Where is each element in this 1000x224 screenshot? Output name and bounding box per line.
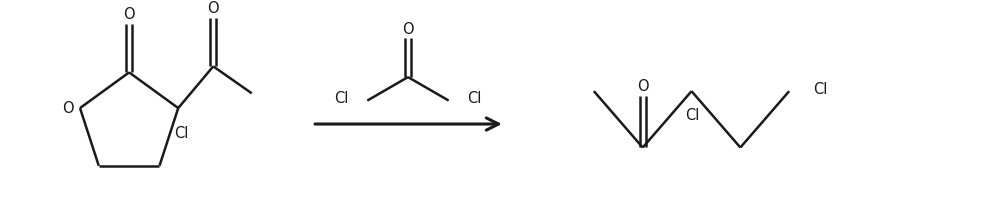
- Text: O: O: [62, 101, 74, 116]
- Text: Cl: Cl: [174, 126, 188, 141]
- Text: Cl: Cl: [685, 108, 700, 123]
- Text: O: O: [207, 1, 219, 16]
- Text: O: O: [637, 79, 649, 94]
- Text: Cl: Cl: [334, 91, 349, 106]
- Text: Cl: Cl: [467, 91, 482, 106]
- Text: Cl: Cl: [814, 82, 828, 97]
- Text: O: O: [123, 7, 135, 22]
- Text: O: O: [402, 22, 414, 37]
